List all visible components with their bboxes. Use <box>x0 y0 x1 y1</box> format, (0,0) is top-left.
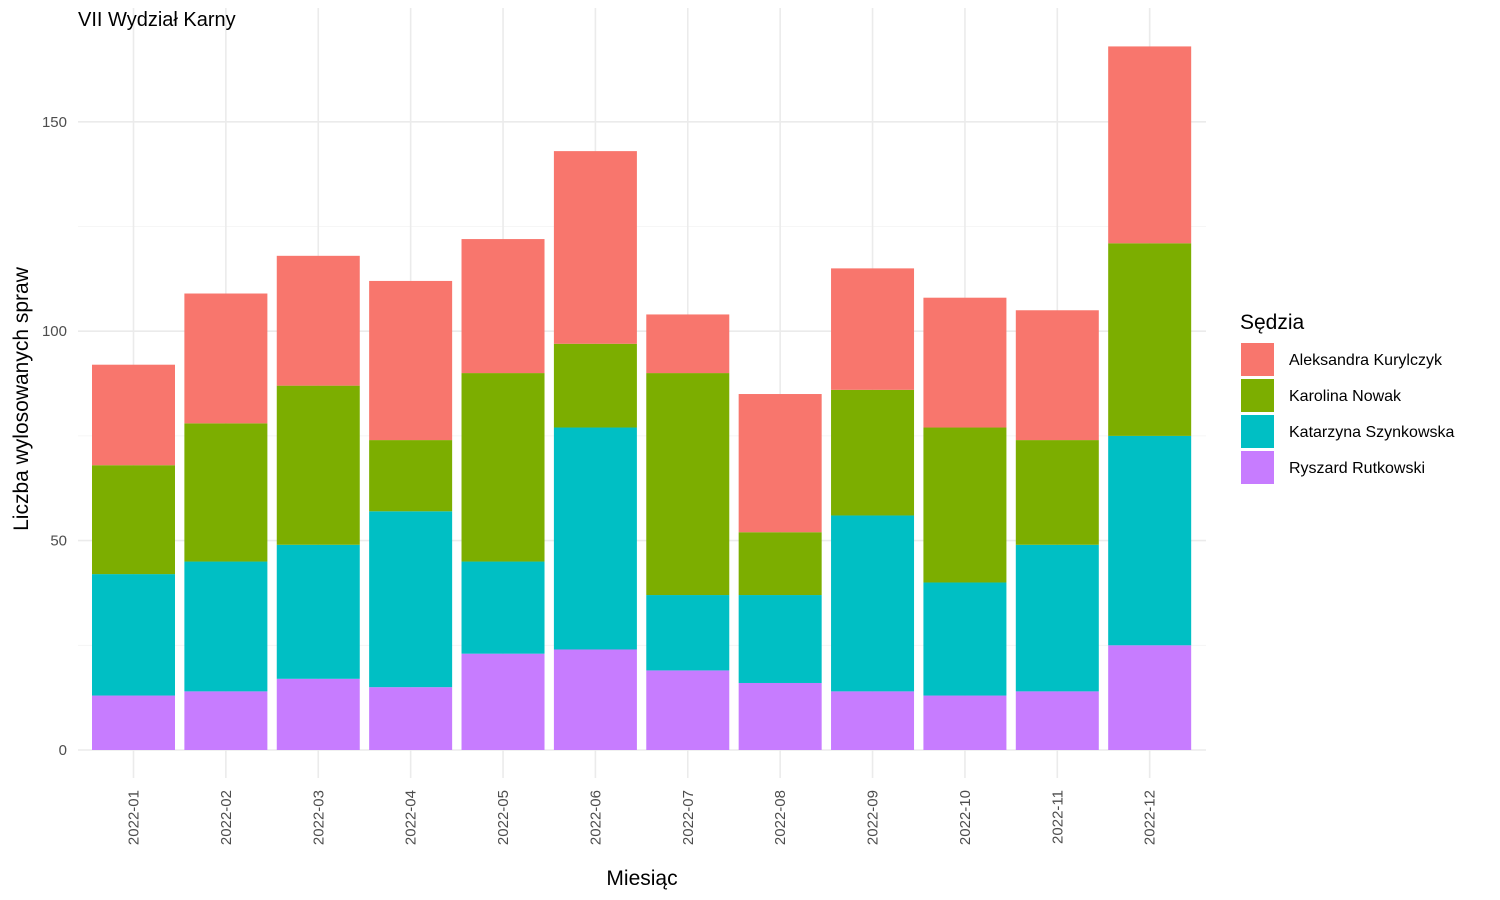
x-tick-label: 2022-07 <box>680 790 697 845</box>
legend-label: Ryszard Rutkowski <box>1289 460 1425 477</box>
x-axis-title: Miesiąc <box>606 867 677 890</box>
bar-segment <box>92 574 175 696</box>
x-tick-label: 2022-02 <box>218 790 235 845</box>
y-axis-title: Liczba wylosowanych spraw <box>10 266 33 531</box>
bar-segment <box>646 670 730 750</box>
bar-segment <box>1015 544 1099 692</box>
bar-segment <box>276 544 360 679</box>
bar-segment <box>831 268 915 390</box>
bar-segment <box>1015 440 1099 545</box>
bar-segment <box>184 691 268 750</box>
bar-segment <box>923 427 1007 583</box>
x-tick-label: 2022-08 <box>772 790 789 845</box>
x-tick-label: 2022-11 <box>1049 790 1066 844</box>
bar-segment <box>553 427 637 650</box>
bar-segment <box>276 678 360 750</box>
bar-segment <box>461 561 545 654</box>
bar-segment <box>646 314 730 374</box>
bar-segment <box>923 297 1007 428</box>
bar-segment <box>1015 691 1099 750</box>
bar-segment <box>369 687 453 750</box>
bar-segment <box>553 343 637 428</box>
bar-segment <box>461 373 545 562</box>
legend-label: Katarzyna Szynkowska <box>1289 424 1455 441</box>
bar-segment <box>738 682 822 750</box>
x-tick-label: 2022-09 <box>865 790 882 845</box>
x-tick-label: 2022-01 <box>126 790 143 845</box>
bar-segment <box>92 364 175 466</box>
x-tick-label: 2022-04 <box>403 790 420 845</box>
bar-segment <box>646 595 730 671</box>
bar-segment <box>276 385 360 545</box>
bar-segment <box>461 653 545 750</box>
x-tick-label: 2022-12 <box>1142 790 1159 845</box>
bar-segment <box>461 239 545 374</box>
bar-segment <box>831 691 915 750</box>
legend: Sędzia Aleksandra Kurylczyk Karolina Nowa… <box>1240 311 1455 484</box>
x-axis-ticks: 2022-01 2022-02 2022-03 2022-04 2022-05 2022-… <box>126 790 1159 845</box>
bar-segment <box>184 423 268 562</box>
legend-swatch <box>1241 415 1274 448</box>
y-axis-ticks: 0 50 100 150 <box>42 114 67 759</box>
legend-title: Sędzia <box>1240 311 1305 334</box>
x-tick-label: 2022-06 <box>587 790 604 845</box>
bar-segment <box>831 515 915 692</box>
y-tick-label: 50 <box>50 533 67 550</box>
bar-segment <box>276 255 360 386</box>
legend-swatch <box>1241 343 1274 376</box>
bar-segment <box>184 293 268 424</box>
y-tick-label: 100 <box>42 323 67 340</box>
chart-title: VII Wydział Karny <box>78 9 236 31</box>
bar-segment <box>738 595 822 683</box>
bar-segment <box>1108 46 1192 244</box>
y-tick-label: 150 <box>42 114 67 131</box>
bar-segment <box>923 695 1007 750</box>
bar-segment <box>92 695 175 750</box>
legend-label: Aleksandra Kurylczyk <box>1289 352 1443 369</box>
bar-segment <box>1108 243 1192 436</box>
bar-segment <box>831 389 915 516</box>
y-tick-label: 0 <box>59 742 67 759</box>
bar-segment <box>1108 645 1192 750</box>
x-tick-label: 2022-10 <box>957 790 974 845</box>
legend-swatch <box>1241 451 1274 484</box>
bar-segment <box>738 394 822 533</box>
bar-segment <box>553 649 637 750</box>
legend-swatch <box>1241 379 1274 412</box>
bar-segment <box>369 440 453 512</box>
bar-segment <box>369 280 453 441</box>
x-tick-label: 2022-03 <box>310 790 327 845</box>
bar-segment <box>1108 435 1192 646</box>
bars <box>92 46 1192 750</box>
x-tick-label: 2022-05 <box>495 790 512 845</box>
bar-segment <box>184 561 268 692</box>
bar-segment <box>1015 310 1099 441</box>
bar-segment <box>369 511 453 688</box>
bar-segment <box>738 532 822 596</box>
bar-segment <box>92 465 175 575</box>
bar-segment <box>646 373 730 596</box>
bar-segment <box>553 151 637 344</box>
bar-segment <box>923 582 1007 696</box>
legend-label: Karolina Nowak <box>1289 388 1402 405</box>
